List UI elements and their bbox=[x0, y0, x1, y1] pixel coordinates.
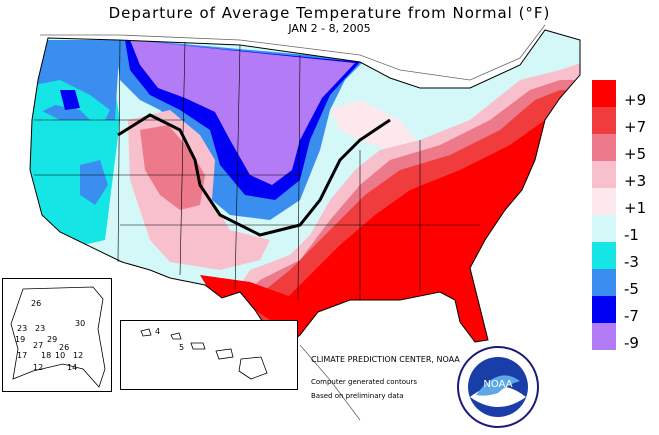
legend-entry: -9 bbox=[592, 323, 652, 352]
legend-label: +5 bbox=[624, 145, 647, 163]
credit-note: Computer generated contours bbox=[311, 378, 417, 386]
legend-swatch bbox=[592, 242, 616, 269]
legend-label: -9 bbox=[624, 334, 639, 352]
legend-label: -3 bbox=[624, 253, 639, 271]
color-legend: +9 +7 +5 +3 +1 -1 -3 -5 -7 -9 bbox=[592, 80, 652, 352]
legend-label: +1 bbox=[624, 199, 647, 217]
ak-value: 18 bbox=[41, 351, 52, 360]
map-title: Departure of Average Temperature from No… bbox=[108, 4, 551, 22]
legend-swatch bbox=[592, 107, 616, 134]
legend-entry: +5 bbox=[592, 134, 652, 163]
hawaii-inset: 4 5 bbox=[120, 320, 298, 390]
legend-label: -1 bbox=[624, 226, 639, 244]
legend-entry: +1 bbox=[592, 188, 652, 217]
mexico-border bbox=[299, 344, 361, 421]
legend-entry: -3 bbox=[592, 242, 652, 271]
noaa-logo: NOAA bbox=[457, 346, 539, 428]
legend-label: +3 bbox=[624, 172, 647, 190]
legend-swatch bbox=[592, 269, 616, 296]
us-outline bbox=[29, 29, 581, 346]
alaska-inset: 26 23 23 30 19 27 29 26 17 18 10 12 12 1… bbox=[2, 278, 112, 392]
contour-minus7-wa bbox=[60, 90, 80, 110]
legend-swatch bbox=[592, 215, 616, 242]
ak-value: 27 bbox=[33, 341, 44, 350]
ak-value: 10 bbox=[55, 351, 66, 360]
legend-entry: +9 bbox=[592, 80, 652, 109]
canada-border bbox=[40, 24, 546, 81]
legend-label: +9 bbox=[624, 91, 647, 109]
ak-value: 26 bbox=[31, 299, 42, 308]
contour-minus5-nv bbox=[80, 160, 108, 205]
credit-note: Based on preliminary data bbox=[311, 392, 404, 400]
map-date-range: JAN 2 - 8, 2005 bbox=[288, 22, 371, 35]
ak-value: 30 bbox=[75, 319, 86, 328]
ak-value: 12 bbox=[73, 351, 84, 360]
legend-entry: -5 bbox=[592, 269, 652, 298]
ak-value: 17 bbox=[17, 351, 28, 360]
legend-label: -7 bbox=[624, 307, 639, 325]
hi-value: 4 bbox=[155, 327, 161, 336]
legend-label: +7 bbox=[624, 118, 647, 136]
ak-value: 23 bbox=[35, 324, 46, 333]
legend-entry: +3 bbox=[592, 161, 652, 190]
legend-swatch bbox=[592, 296, 616, 323]
ak-value: 29 bbox=[47, 335, 58, 344]
legend-entry: -7 bbox=[592, 296, 652, 325]
ak-value: 12 bbox=[33, 363, 44, 372]
hi-value: 5 bbox=[179, 343, 185, 352]
legend-swatch bbox=[592, 323, 616, 350]
contour-plus5-rockies bbox=[140, 125, 205, 210]
alaska-outline bbox=[10, 286, 106, 388]
contour-plus1-lakes bbox=[330, 100, 420, 150]
legend-entry: -1 bbox=[592, 215, 652, 244]
ak-value: 23 bbox=[17, 324, 28, 333]
credit-source: CLIMATE PREDICTION CENTER, NOAA bbox=[311, 355, 460, 364]
legend-swatch bbox=[592, 80, 616, 107]
legend-label: -5 bbox=[624, 280, 639, 298]
legend-swatch bbox=[592, 161, 616, 188]
ak-value: 26 bbox=[59, 343, 70, 352]
logo-text: NOAA bbox=[483, 379, 512, 390]
legend-entry: +7 bbox=[592, 107, 652, 136]
ak-value: 14 bbox=[67, 363, 78, 372]
legend-swatch bbox=[592, 188, 616, 215]
legend-swatch bbox=[592, 134, 616, 161]
ak-value: 19 bbox=[15, 335, 26, 344]
state-boundaries bbox=[34, 39, 480, 301]
contour-minus9-north bbox=[130, 40, 355, 185]
